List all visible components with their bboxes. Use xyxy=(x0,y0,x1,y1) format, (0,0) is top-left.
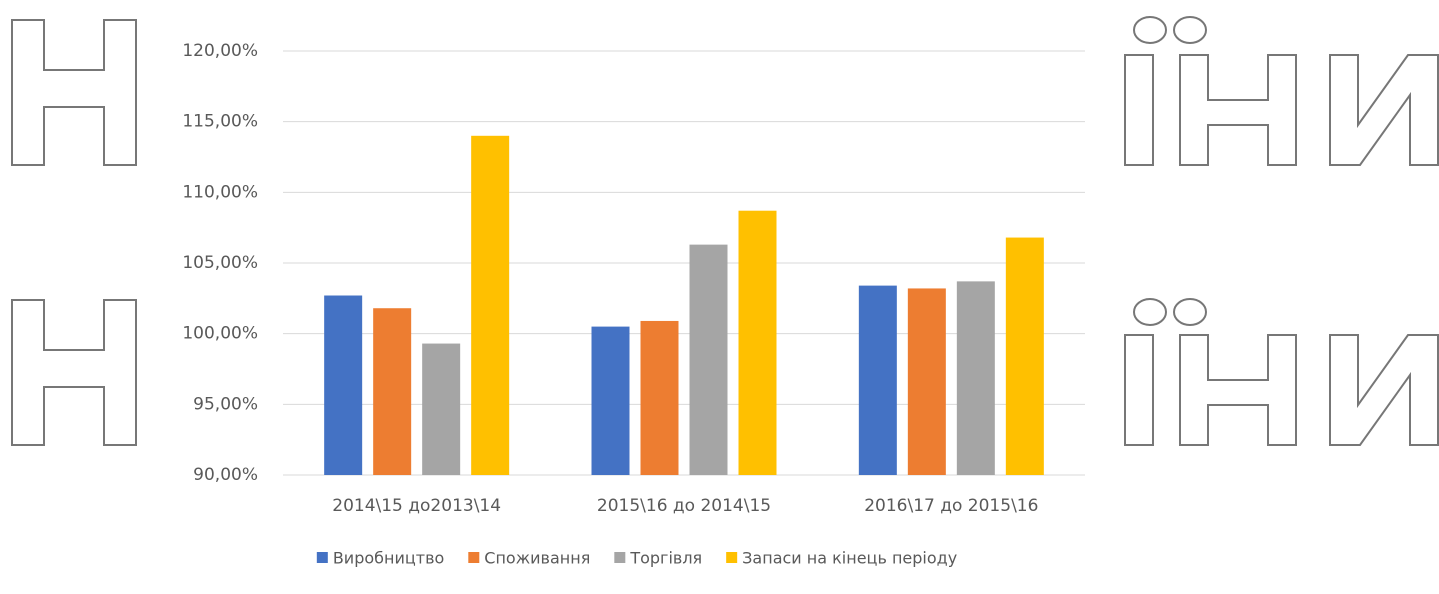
legend-label: Виробництво xyxy=(333,549,444,568)
bar xyxy=(422,343,461,475)
bar xyxy=(324,295,363,475)
legend-label: Запаси на кінець періоду xyxy=(742,549,957,568)
y-tick-label: 120,00% xyxy=(182,41,258,61)
legend-swatch xyxy=(726,552,738,563)
bar xyxy=(858,285,897,475)
x-tick-label: 2015\16 до 2014\15 xyxy=(597,496,771,516)
bar xyxy=(956,281,995,475)
bar xyxy=(907,288,946,475)
legend-swatch xyxy=(468,552,480,563)
bar xyxy=(373,308,412,475)
y-tick-label: 95,00% xyxy=(193,394,258,414)
bar xyxy=(1005,237,1044,475)
bar xyxy=(689,244,728,475)
watermark xyxy=(11,16,1439,446)
bar xyxy=(640,320,679,475)
legend-label: Торгівля xyxy=(629,549,702,568)
y-tick-label: 90,00% xyxy=(193,465,258,485)
bar xyxy=(591,326,630,475)
bar xyxy=(738,210,777,475)
legend-swatch xyxy=(614,552,626,563)
bar xyxy=(471,135,510,476)
legend-label: Споживання xyxy=(484,549,590,568)
y-tick-label: 110,00% xyxy=(182,182,258,202)
x-tick-label: 2014\15 до2013\14 xyxy=(332,496,501,516)
y-tick-label: 115,00% xyxy=(182,112,258,132)
y-tick-label: 100,00% xyxy=(182,324,258,344)
y-tick-label: 105,00% xyxy=(182,253,258,273)
x-tick-label: 2016\17 до 2015\16 xyxy=(864,496,1038,516)
legend-swatch xyxy=(316,552,328,563)
chart-panel xyxy=(158,20,1116,590)
